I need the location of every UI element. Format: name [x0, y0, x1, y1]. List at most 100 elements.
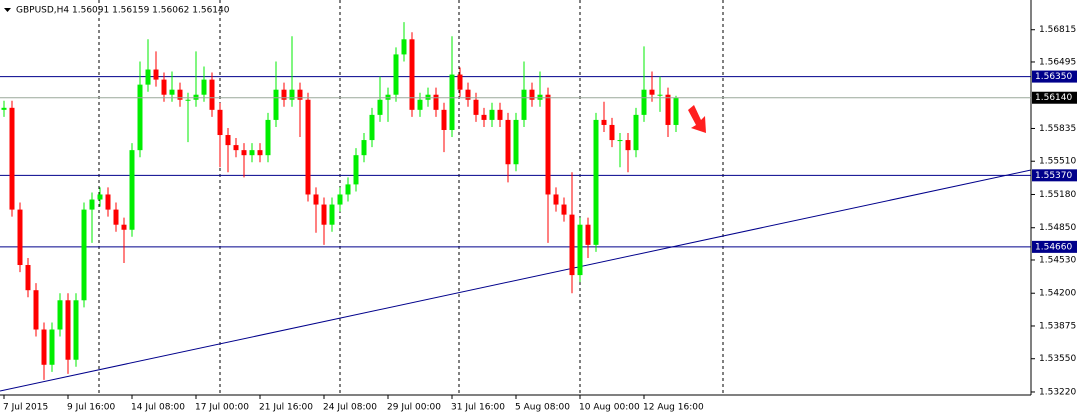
candle-body: [73, 300, 79, 360]
candle-body: [457, 74, 463, 90]
candle-body: [201, 79, 207, 95]
candle-body: [17, 209, 23, 266]
candle-body: [617, 140, 623, 142]
candle-body: [465, 89, 471, 100]
y-tick-label: 1.54530: [1039, 255, 1076, 265]
candle-body: [505, 119, 511, 165]
candle-body: [393, 54, 399, 95]
candle-body: [545, 94, 551, 195]
candle-body: [513, 119, 519, 165]
candle-body: [449, 74, 455, 130]
candle-body: [497, 109, 503, 120]
candle-body: [369, 114, 375, 141]
level-line-box: [1032, 169, 1077, 182]
x-tick-label: 31 Jul 16:00: [451, 403, 505, 413]
x-tick-label: 5 Aug 08:00: [515, 403, 570, 413]
candle-body: [337, 194, 343, 205]
candle-body: [145, 69, 151, 85]
candle-body: [577, 224, 583, 276]
candle-body: [193, 94, 199, 100]
candle-body: [249, 150, 255, 156]
chart-title: GBPUSD,H4 1.56091 1.56159 1.56062 1.5614…: [16, 6, 230, 16]
candle-body: [353, 155, 359, 185]
candle-body: [33, 290, 39, 330]
candle-body: [625, 140, 631, 151]
candle-body: [153, 69, 159, 80]
candle-body: [481, 114, 487, 120]
level-line-label: 1.56350: [1035, 72, 1072, 82]
x-tick-label: 17 Jul 00:00: [195, 403, 249, 413]
candle-body: [257, 150, 263, 156]
x-tick-label: 24 Jul 08:00: [323, 403, 377, 413]
candle-body: [521, 89, 527, 120]
candle-body: [313, 194, 319, 205]
candle-body: [241, 150, 247, 156]
candle-body: [9, 107, 15, 210]
candle-body: [281, 89, 287, 100]
y-tick-label: 1.55510: [1039, 157, 1076, 167]
arrow: [688, 105, 706, 133]
candle-body: [561, 204, 567, 215]
candle-body: [161, 79, 167, 95]
candle-body: [89, 199, 95, 210]
y-tick-label: 1.54200: [1039, 289, 1076, 299]
candle-body: [585, 224, 591, 245]
x-tick-label: 7 Jul 2015: [3, 403, 48, 413]
x-tick-label: 14 Jul 08:00: [131, 403, 185, 413]
candle-body: [385, 94, 391, 100]
candle-body: [665, 94, 671, 125]
candle-body: [673, 97, 679, 125]
y-tick-label: 1.53875: [1039, 321, 1076, 331]
candle-body: [137, 84, 143, 151]
candle-body: [633, 114, 639, 151]
y-tick-label: 1.54850: [1039, 223, 1076, 233]
candle-body: [441, 109, 447, 130]
x-tick-label: 12 Aug 16:00: [643, 403, 704, 413]
candle-body: [641, 89, 647, 115]
y-tick-label: 1.56815: [1039, 25, 1076, 35]
candle-body: [305, 99, 311, 195]
candle-body: [289, 89, 295, 100]
level-line-box: [1032, 240, 1077, 253]
candle-body: [345, 184, 351, 195]
current-price-line-box: [1032, 91, 1077, 104]
x-tick-label: 21 Jul 16:00: [259, 403, 313, 413]
candle-body: [97, 194, 103, 200]
x-tick-label: 10 Aug 00:00: [579, 403, 640, 413]
candle-body: [529, 89, 535, 100]
candle-body: [329, 204, 335, 225]
x-tick-label: 9 Jul 16:00: [67, 403, 116, 413]
candle-body: [57, 300, 63, 330]
trendline: [0, 169, 1032, 392]
candle-body: [273, 89, 279, 120]
candle-body: [537, 94, 543, 100]
candle-body: [609, 124, 615, 141]
candle-body: [553, 194, 559, 205]
candle-body: [105, 194, 111, 210]
candle-body: [361, 140, 367, 156]
candle-body: [297, 89, 303, 100]
candle-body: [409, 39, 415, 110]
candle-body: [121, 224, 127, 230]
candle-body: [217, 109, 223, 136]
candle-body: [185, 99, 191, 101]
candle-body: [401, 39, 407, 55]
candle-body: [113, 209, 119, 225]
candle-body: [321, 204, 327, 225]
y-tick-label: 1.53550: [1039, 354, 1076, 364]
candle-body: [265, 119, 271, 156]
candle-body: [41, 329, 47, 365]
candle-body: [65, 300, 71, 360]
candle-body: [209, 79, 215, 110]
candle-body: [177, 89, 183, 100]
y-tick-label: 1.55835: [1039, 124, 1076, 134]
candle-body: [233, 145, 239, 151]
candle-body: [169, 89, 175, 95]
level-line-label: 1.55370: [1035, 171, 1072, 181]
current-price-line-label: 1.56140: [1035, 93, 1072, 103]
candle-body: [417, 99, 423, 110]
x-tick-label: 29 Jul 00:00: [387, 403, 441, 413]
y-tick-label: 1.56495: [1039, 57, 1076, 67]
candle-body: [569, 214, 575, 276]
